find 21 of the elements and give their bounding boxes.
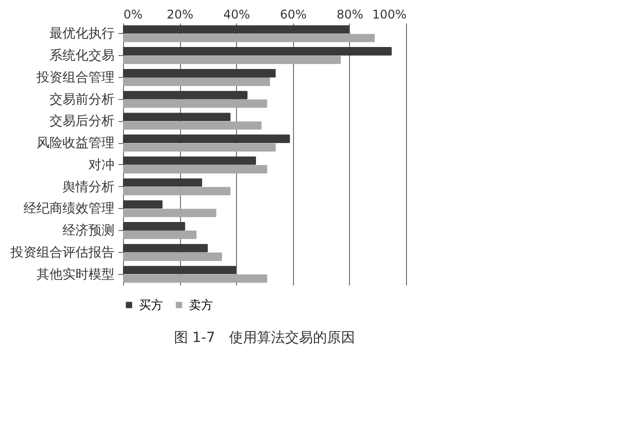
y-tick-label: 交易前分析 <box>50 91 114 108</box>
y-tick-label: 交易后分析 <box>50 113 114 130</box>
legend-label: 卖方 <box>189 298 213 312</box>
y-tick-label: 风险收益管理 <box>36 136 114 152</box>
x-tick-label: 100% <box>372 8 406 22</box>
legend-label: 买方 <box>139 298 163 312</box>
x-tick-label: 80% <box>336 8 364 22</box>
y-tick-label: 经济预测 <box>62 224 114 239</box>
y-tick-label: 舆情分析 <box>62 180 114 195</box>
y-tick-label: 系统化交易 <box>50 48 114 64</box>
x-tick-label: 40% <box>223 8 250 22</box>
text: 图 1-7 使用算法交易的原因 <box>174 330 356 346</box>
y-tick-label: 对冲 <box>88 158 114 173</box>
y-tick-label: 经纪商绩效管理 <box>24 202 114 217</box>
x-tick-label: 20% <box>166 8 194 22</box>
x-tick-label: 60% <box>280 8 307 22</box>
y-tick-label: 最优化执行 <box>50 26 114 42</box>
x-tick-label: 0% <box>124 8 143 22</box>
y-tick-label: 投资组合评估报告 <box>10 245 114 260</box>
y-tick-label: 其他实时模型 <box>36 267 114 282</box>
y-tick-label: 投资组合管理 <box>36 70 114 86</box>
